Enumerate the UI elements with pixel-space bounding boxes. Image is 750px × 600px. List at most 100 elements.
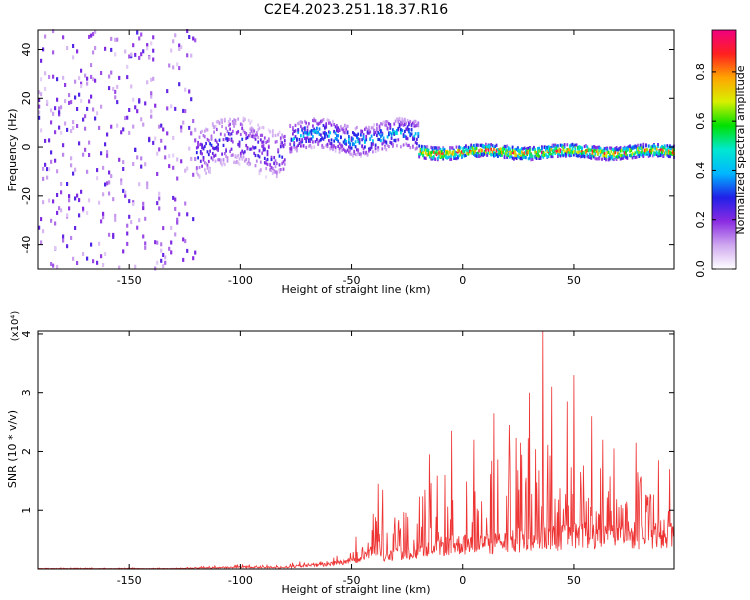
spectrogram-cell: [170, 240, 173, 245]
spectrogram-cell: [334, 146, 337, 150]
spectrogram-cell: [70, 163, 73, 168]
spectrogram-cell: [306, 129, 309, 133]
spectrogram-cell: [318, 132, 321, 136]
spectrogram-cell: [170, 48, 173, 53]
spectrogram-cell: [325, 125, 328, 129]
spectrogram-cell: [362, 136, 365, 141]
spectrogram-cell: [273, 170, 276, 174]
spectrogram-cell: [365, 151, 368, 155]
spectrogram-cell: [198, 143, 201, 147]
spectrogram-cell: [199, 130, 202, 134]
spectrogram-cell: [210, 134, 213, 138]
spectrogram-cell: [70, 100, 73, 105]
spectrogram-cell: [543, 151, 546, 156]
spectrogram-cell: [559, 154, 562, 158]
spectrogram-cell: [602, 148, 605, 152]
spectrogram-cell: [340, 135, 342, 140]
spectrogram-y-tick-label: 40: [20, 43, 33, 57]
spectrogram-cell: [174, 206, 177, 211]
spectrogram-cell: [292, 126, 294, 130]
spectrogram-cell: [432, 146, 435, 150]
spectrogram-cell: [310, 137, 313, 141]
spectrogram-cell: [638, 150, 641, 155]
snr-y-axis-label: SNR (10 * v/v): [6, 410, 19, 488]
spectrogram-cell: [251, 145, 254, 149]
spectrogram-cell: [277, 150, 280, 154]
spectrogram-cell: [74, 226, 77, 230]
spectrogram-cell: [427, 150, 430, 154]
spectrogram-cell: [114, 52, 117, 57]
spectrogram-cell: [215, 120, 218, 124]
spectrogram-cell: [615, 147, 618, 152]
spectrogram-cell: [414, 141, 417, 145]
spectrogram-cell: [475, 152, 478, 156]
spectrogram-cell: [217, 148, 219, 152]
spectrogram-cell: [423, 156, 426, 160]
spectrogram-cell: [435, 152, 438, 157]
spectrogram-cell: [76, 107, 79, 111]
spectrogram-cell: [667, 151, 670, 155]
spectrogram-cell: [230, 138, 233, 142]
spectrogram-cell: [431, 147, 434, 151]
spectrogram-cell: [225, 149, 227, 153]
spectrogram-cell: [511, 149, 514, 153]
spectrogram-cell: [86, 81, 89, 86]
spectrogram-cell: [461, 150, 463, 154]
spectrogram-cell: [140, 52, 143, 57]
spectrogram-cell: [222, 143, 225, 147]
spectrogram-cell: [261, 144, 264, 148]
spectrogram-cell: [662, 154, 665, 158]
spectrogram-cell: [340, 143, 342, 147]
spectrogram-cell: [475, 143, 478, 147]
spectrogram-cell: [494, 153, 497, 157]
spectrogram-cell: [426, 147, 429, 151]
spectrogram-cell: [292, 128, 294, 132]
spectrogram-cell: [623, 151, 626, 155]
spectrogram-cell: [385, 141, 388, 145]
spectrogram-cell: [505, 145, 507, 149]
spectrogram-cell: [192, 217, 195, 222]
spectrogram-cell: [324, 132, 326, 137]
spectrogram-cell: [104, 252, 107, 256]
spectrogram-cell: [54, 246, 57, 251]
spectrogram-cell: [542, 155, 545, 159]
spectrogram-cell: [198, 135, 201, 139]
spectrogram-cell: [430, 145, 433, 149]
spectrogram-cell: [545, 153, 547, 157]
spectrogram-cell: [405, 121, 408, 125]
spectrogram-cell: [410, 128, 413, 132]
spectrogram-cell: [409, 132, 412, 136]
spectrogram-cell: [108, 191, 111, 196]
spectrogram-cell: [642, 145, 645, 149]
spectrogram-cell: [100, 104, 103, 109]
spectrogram-cell: [68, 93, 71, 98]
spectrogram-cell: [318, 127, 321, 131]
spectrogram-cell: [340, 124, 342, 129]
spectrogram-cell: [410, 132, 413, 136]
spectrogram-cell: [261, 151, 264, 155]
spectrogram-cell: [617, 151, 619, 155]
spectrogram-cell: [430, 151, 433, 155]
spectrogram-cell: [602, 150, 605, 154]
spectrogram-cell: [455, 152, 458, 156]
spectrogram-cell: [438, 155, 441, 159]
spectrogram-cell: [593, 145, 595, 149]
spectrogram-cell: [373, 128, 376, 132]
spectrogram-cell: [402, 132, 405, 137]
spectrogram-cell: [365, 126, 368, 130]
spectrogram-cell: [609, 156, 611, 160]
spectrogram-cell: [213, 147, 215, 151]
spectrogram-cell: [651, 154, 654, 158]
spectrogram-cell: [336, 127, 338, 131]
spectrogram-cell: [112, 232, 115, 237]
spectrogram-cell: [521, 147, 523, 151]
spectrogram-cell: [313, 130, 316, 134]
spectrogram-cell: [653, 151, 655, 155]
spectrogram-cell: [362, 147, 365, 151]
spectrogram-cell: [607, 158, 610, 162]
spectrogram-cell: [329, 141, 332, 145]
spectrogram-cell: [62, 75, 65, 80]
spectrogram-cell: [201, 143, 203, 147]
spectrogram-cell: [661, 144, 663, 149]
